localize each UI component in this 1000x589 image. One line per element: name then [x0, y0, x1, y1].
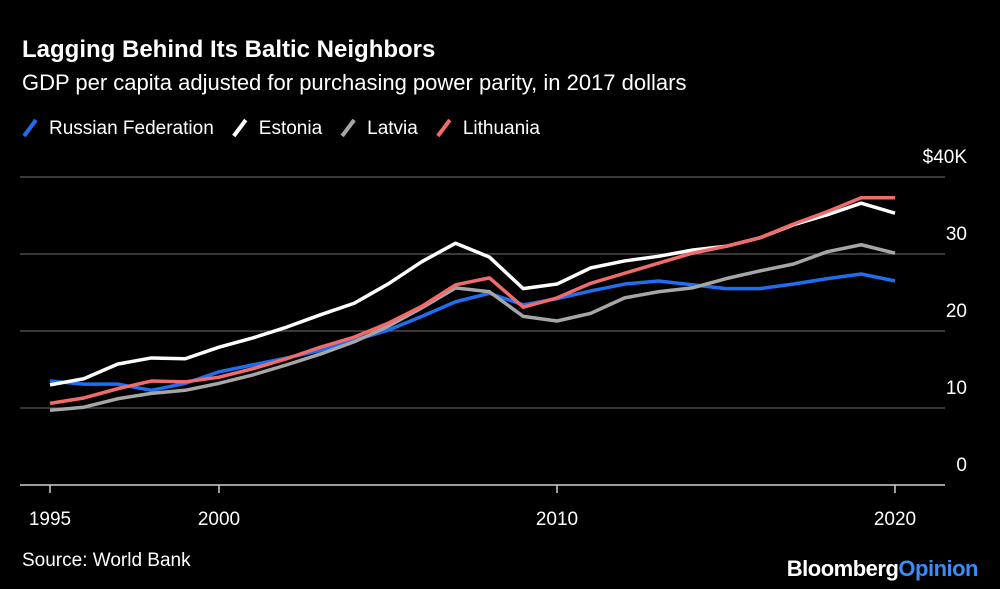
legend-item: Estonia	[232, 118, 323, 139]
x-tick-label: 2020	[874, 509, 916, 530]
source: Source: World Bank	[22, 550, 191, 571]
y-tick-label: 10	[946, 378, 967, 399]
legend-swatch	[436, 118, 452, 138]
legend-swatch	[22, 118, 38, 138]
x-tick-label: 2000	[198, 509, 240, 530]
series-line	[49, 196, 895, 406]
brand-suffix: Opinion	[898, 556, 978, 581]
series-line	[49, 243, 896, 413]
y-tick-label: $40K	[923, 147, 968, 168]
chart-title: Lagging Behind Its Baltic Neighbors	[22, 36, 435, 63]
legend-label: Lithuania	[463, 118, 541, 139]
legend-item: Lithuania	[436, 118, 541, 139]
x-tick-label: 2010	[536, 509, 578, 530]
legend-item: Latvia	[340, 118, 418, 139]
chart-subtitle: GDP per capita adjusted for purchasing p…	[22, 70, 686, 95]
legend-label: Estonia	[259, 118, 323, 139]
legend-swatch	[232, 118, 248, 138]
x-tick-label: 1995	[29, 509, 71, 530]
legend-item: Russian Federation	[22, 118, 214, 139]
y-tick-label: 30	[946, 224, 967, 245]
y-tick-label: 0	[956, 455, 967, 476]
legend-swatch	[340, 118, 356, 138]
legend-label: Russian Federation	[49, 118, 214, 139]
brand-name: Bloomberg	[787, 556, 899, 581]
brand: BloombergOpinion	[787, 556, 978, 581]
legend-label: Latvia	[367, 118, 418, 139]
y-tick-label: 20	[946, 301, 967, 322]
